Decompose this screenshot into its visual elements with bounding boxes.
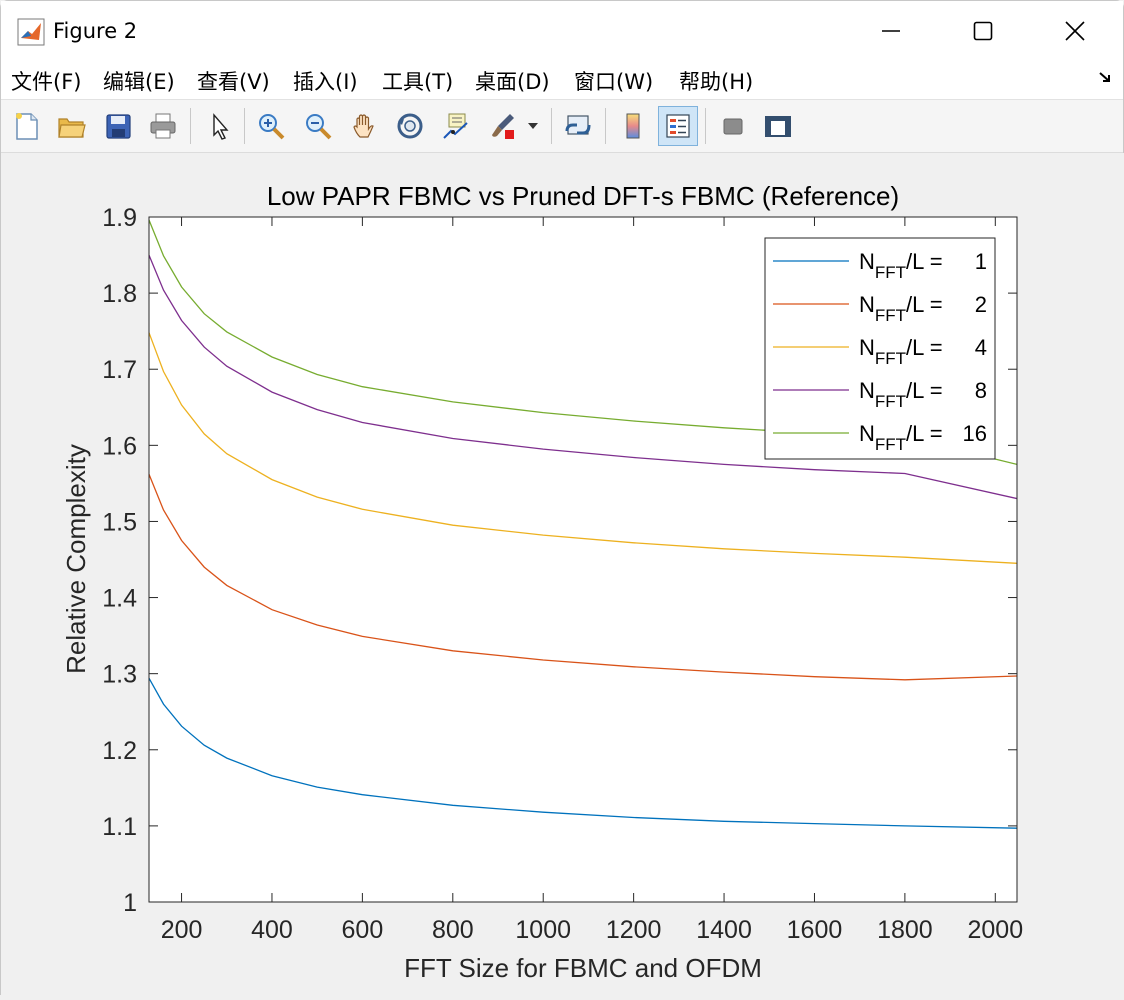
y-tick-label-3: 1.3 — [102, 661, 137, 689]
y-tick-label-6: 1.6 — [102, 432, 137, 460]
legend-icon[interactable] — [658, 106, 698, 146]
menu-file[interactable]: 文件(F) — [11, 70, 82, 94]
open-file-icon[interactable] — [51, 106, 91, 146]
print-icon[interactable] — [143, 106, 183, 146]
y-tick-label-9: 1.9 — [102, 204, 137, 232]
y-tick-label-0: 1 — [123, 889, 137, 917]
series-layer — [148, 219, 1018, 829]
toolbar-separator — [551, 108, 552, 144]
matlab-logo-icon — [17, 18, 45, 46]
legend-entry-4: NFFT/L = — [859, 335, 943, 368]
axes-box — [148, 216, 1018, 903]
series-line-4 — [148, 332, 1018, 564]
y-tick-label-7: 1.7 — [102, 356, 137, 384]
x-tick-label-2: 600 — [342, 916, 384, 944]
series-line-1 — [148, 677, 1018, 829]
legend-value-1: 1 — [975, 249, 987, 274]
close-icon — [1065, 21, 1085, 41]
y-tick-label-1: 1.1 — [102, 813, 137, 841]
menu-bar: 文件(F) 编辑(E) 查看(V) 插入(I) 工具(T) 桌面(D) 窗口(W… — [1, 61, 1123, 100]
minimize-icon — [882, 30, 900, 32]
x-axis-label: FFT Size for FBMC and OFDM — [404, 953, 762, 983]
y-tick-label-4: 1.4 — [102, 585, 137, 613]
show-plot-tools-icon[interactable] — [758, 106, 798, 146]
menu-tools[interactable]: 工具(T) — [382, 70, 454, 94]
toolbar-separator — [705, 108, 706, 144]
x-tick-label-1: 400 — [251, 916, 293, 944]
pan-hand-icon[interactable] — [344, 106, 384, 146]
y-tick-label-8: 1.8 — [102, 280, 137, 308]
maximize-icon — [973, 21, 993, 41]
menu-view[interactable]: 查看(V) — [197, 70, 270, 94]
colorbar-icon[interactable] — [613, 106, 653, 146]
brush-dropdown-icon[interactable] — [521, 106, 545, 146]
series-line-8 — [148, 254, 1018, 500]
legend-entry-1: NFFT/L = — [859, 249, 943, 282]
hide-plot-tools-icon[interactable] — [713, 106, 753, 146]
pointer-icon[interactable] — [199, 106, 239, 146]
link-plot-icon[interactable] — [558, 106, 598, 146]
chart-title: Low PAPR FBMC vs Pruned DFT-s FBMC (Refe… — [267, 181, 899, 211]
data-cursor-icon[interactable] — [436, 106, 476, 146]
menu-desktop[interactable]: 桌面(D) — [475, 70, 550, 94]
x-tick-label-3: 800 — [432, 916, 474, 944]
y-tick-label-5: 1.5 — [102, 508, 137, 536]
legend-value-8: 8 — [975, 378, 987, 403]
maximize-button[interactable] — [937, 1, 1029, 61]
toolbar-separator — [244, 108, 245, 144]
x-tick-label-8: 1800 — [877, 916, 933, 944]
figure-canvas: 200 400 600 800 1000 1200 1400 1600 1800 2000 1 1.1… — [1, 153, 1124, 996]
save-icon[interactable] — [98, 106, 138, 146]
zoom-out-icon[interactable] — [298, 106, 338, 146]
legend-value-2: 2 — [975, 292, 987, 317]
menu-insert[interactable]: 插入(I) — [293, 70, 358, 94]
new-figure-icon[interactable] — [7, 106, 47, 146]
x-tick-label-4: 1000 — [515, 916, 571, 944]
x-tick-label-0: 200 — [161, 916, 203, 944]
y-tick-label-2: 1.2 — [102, 737, 137, 765]
y-axis-label: Relative Complexity — [61, 444, 91, 674]
toolbar-separator — [190, 108, 191, 144]
title-bar: Figure 2 — [1, 1, 1123, 61]
zoom-in-icon[interactable] — [251, 106, 291, 146]
x-tick-label-7: 1600 — [787, 916, 843, 944]
rotate-3d-icon[interactable] — [390, 106, 430, 146]
close-button[interactable] — [1029, 1, 1121, 61]
brush-icon[interactable] — [483, 106, 523, 146]
legend[interactable]: NFFT/L = 1 NFFT/L = 2 NFFT/L = 4 NFFT/L = 8 NFFT… — [764, 237, 996, 460]
legend-entry-2: NFFT/L = — [859, 292, 943, 325]
dock-arrow-icon[interactable] — [1097, 69, 1113, 89]
menu-help[interactable]: 帮助(H) — [679, 70, 754, 94]
window-title: Figure 2 — [53, 19, 138, 43]
line-chart: 200 400 600 800 1000 1200 1400 1600 1800 2000 1 1.1… — [61, 181, 1023, 983]
menu-edit[interactable]: 编辑(E) — [103, 70, 175, 94]
legend-value-16: 16 — [963, 421, 987, 446]
x-tick-label-6: 1400 — [696, 916, 752, 944]
menu-window[interactable]: 窗口(W) — [574, 70, 654, 94]
toolbar-separator — [605, 108, 606, 144]
x-tick-label-9: 2000 — [967, 916, 1023, 944]
minimize-button[interactable] — [845, 1, 937, 61]
series-line-2 — [148, 474, 1018, 681]
legend-entry-8: NFFT/L = — [859, 378, 943, 411]
figure-toolbar — [1, 100, 1123, 153]
legend-entry-16: NFFT/L = — [859, 421, 943, 454]
legend-box — [764, 237, 996, 460]
x-tick-label-5: 1200 — [606, 916, 662, 944]
legend-value-4: 4 — [975, 335, 987, 360]
